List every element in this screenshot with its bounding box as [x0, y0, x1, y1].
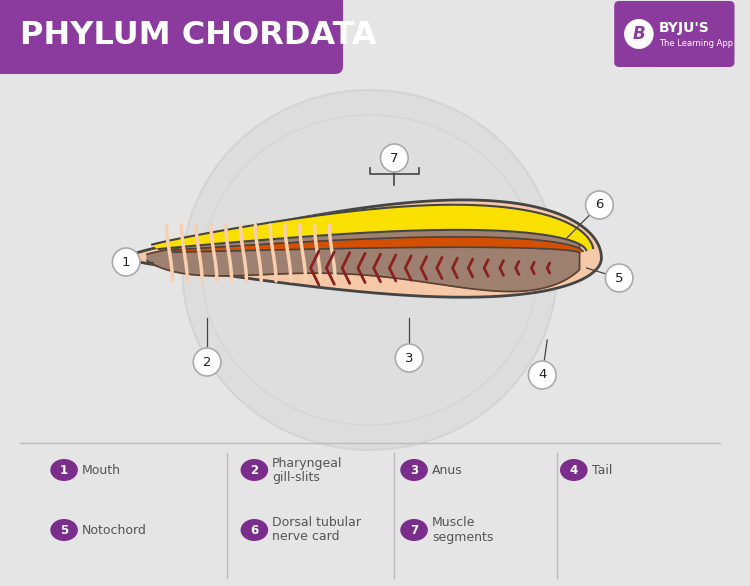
Circle shape	[624, 19, 654, 49]
FancyBboxPatch shape	[0, 0, 343, 74]
Ellipse shape	[50, 459, 78, 481]
Text: Dorsal tubular: Dorsal tubular	[272, 516, 361, 530]
Text: Notochord: Notochord	[82, 523, 147, 537]
Ellipse shape	[182, 90, 557, 450]
Polygon shape	[147, 215, 580, 291]
Text: Muscle: Muscle	[432, 516, 476, 530]
Text: Anus: Anus	[432, 464, 463, 476]
Text: Tail: Tail	[592, 464, 612, 476]
Circle shape	[586, 191, 614, 219]
Text: 1: 1	[122, 255, 130, 268]
Text: 5: 5	[615, 271, 623, 284]
Polygon shape	[0, 2, 20, 66]
Circle shape	[395, 344, 423, 372]
Ellipse shape	[400, 459, 428, 481]
Ellipse shape	[202, 115, 537, 425]
Text: 2: 2	[202, 356, 211, 369]
Ellipse shape	[400, 519, 428, 541]
Text: 1: 1	[60, 464, 68, 476]
Circle shape	[605, 264, 633, 292]
Circle shape	[529, 361, 556, 389]
Text: 3: 3	[405, 352, 413, 364]
Text: 4: 4	[570, 464, 578, 476]
FancyBboxPatch shape	[614, 1, 734, 67]
Text: 4: 4	[538, 369, 547, 381]
Text: 7: 7	[410, 523, 419, 537]
Text: 6: 6	[251, 523, 259, 537]
Text: B: B	[632, 25, 645, 43]
Circle shape	[112, 248, 140, 276]
Text: 3: 3	[410, 464, 419, 476]
Ellipse shape	[241, 519, 268, 541]
Text: segments: segments	[432, 530, 494, 543]
Circle shape	[380, 144, 408, 172]
Ellipse shape	[241, 459, 268, 481]
Text: Mouth: Mouth	[82, 464, 121, 476]
Polygon shape	[128, 200, 602, 297]
Text: 7: 7	[390, 152, 398, 165]
Polygon shape	[152, 205, 593, 250]
Text: 5: 5	[60, 523, 68, 537]
Ellipse shape	[50, 519, 78, 541]
Text: nerve card: nerve card	[272, 530, 340, 543]
Ellipse shape	[560, 459, 587, 481]
Circle shape	[194, 348, 220, 376]
Text: gill-slits: gill-slits	[272, 471, 320, 483]
Polygon shape	[170, 237, 583, 253]
Text: The Learning App: The Learning App	[658, 39, 733, 47]
Text: Pharyngeal: Pharyngeal	[272, 456, 343, 469]
Text: 6: 6	[596, 199, 604, 212]
Text: BYJU'S: BYJU'S	[658, 21, 710, 35]
Text: PHYLUM CHORDATA: PHYLUM CHORDATA	[20, 19, 376, 50]
Text: 2: 2	[251, 464, 259, 476]
